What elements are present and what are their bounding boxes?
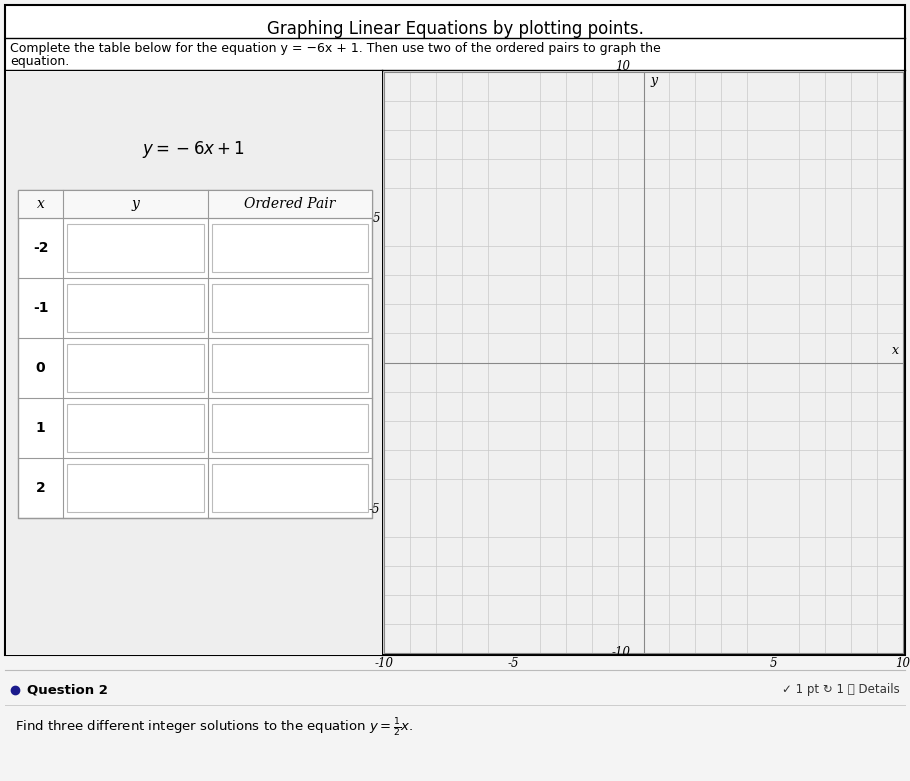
Text: Complete the table below for the equation y = −6x + 1. Then use two of the order: Complete the table below for the equatio… (10, 42, 661, 55)
Text: 1: 1 (35, 421, 46, 435)
Bar (18, 190, 372, 518)
Bar (212, 224, 368, 272)
Text: y: y (132, 197, 139, 211)
Bar (67, 284, 204, 332)
Text: $y = -6x + 1$: $y = -6x + 1$ (142, 140, 245, 161)
Text: x: x (892, 344, 899, 358)
Text: Draw:: Draw: (670, 630, 703, 644)
Text: y: y (651, 74, 657, 87)
Text: 10: 10 (615, 59, 631, 73)
Bar (67, 224, 204, 272)
Text: -1: -1 (33, 301, 48, 315)
Bar (67, 404, 204, 452)
Bar (669, 626, 719, 648)
Text: Clear All: Clear All (606, 630, 656, 644)
Text: equation.: equation. (10, 55, 69, 68)
Text: Find three different integer solutions to the equation $y = \frac{1}{2}x$.: Find three different integer solutions t… (15, 717, 413, 739)
Bar (67, 464, 204, 512)
Bar (384, 72, 903, 653)
Bar (5, 5, 905, 655)
Bar (599, 626, 663, 648)
Text: 2: 2 (35, 481, 46, 495)
Bar (212, 344, 368, 392)
Bar (67, 344, 204, 392)
Bar (212, 404, 368, 452)
Bar (212, 464, 368, 512)
Text: -2: -2 (33, 241, 48, 255)
Text: Graphing Linear Equations by plotting points.: Graphing Linear Equations by plotting po… (267, 20, 643, 38)
Text: x: x (36, 197, 45, 211)
Text: Question 2: Question 2 (27, 683, 108, 697)
Text: -10: -10 (612, 647, 631, 659)
Bar (18, 190, 372, 218)
Text: Ordered Pair: Ordered Pair (244, 197, 336, 211)
Bar (212, 284, 368, 332)
Text: ✓ 1 pt ↻ 1 ⓘ Details: ✓ 1 pt ↻ 1 ⓘ Details (783, 683, 900, 697)
Bar (6, 71, 382, 655)
Text: 0: 0 (35, 361, 46, 375)
